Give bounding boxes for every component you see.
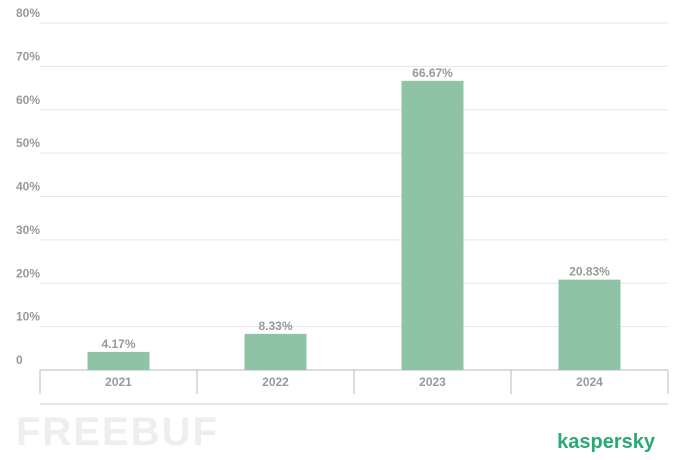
brand: kaspersky [557, 431, 656, 453]
y-tick-label: 0 [16, 353, 23, 367]
y-tick-label: 20% [16, 266, 40, 280]
value-label: 8.33% [258, 319, 292, 333]
y-tick-label: 80% [16, 6, 40, 20]
x-tick-label: 2023 [419, 375, 446, 389]
y-tick-label: 60% [16, 93, 40, 107]
y-tick-label: 30% [16, 223, 40, 237]
x-tick-label: 2024 [576, 375, 603, 389]
bar [87, 351, 150, 370]
value-label: 66.67% [412, 66, 453, 80]
watermark: FREEBUF [16, 410, 219, 454]
bar [244, 333, 307, 370]
x-tick-label: 2022 [262, 375, 289, 389]
bar [401, 80, 464, 370]
bar [558, 279, 621, 370]
y-tick-label: 50% [16, 136, 40, 150]
value-label: 20.83% [569, 265, 610, 279]
value-label: 4.17% [101, 337, 135, 351]
y-tick-label: 40% [16, 180, 40, 194]
y-tick-label: 10% [16, 310, 40, 324]
x-tick-label: 2021 [105, 375, 132, 389]
y-tick-label: 70% [16, 49, 40, 63]
